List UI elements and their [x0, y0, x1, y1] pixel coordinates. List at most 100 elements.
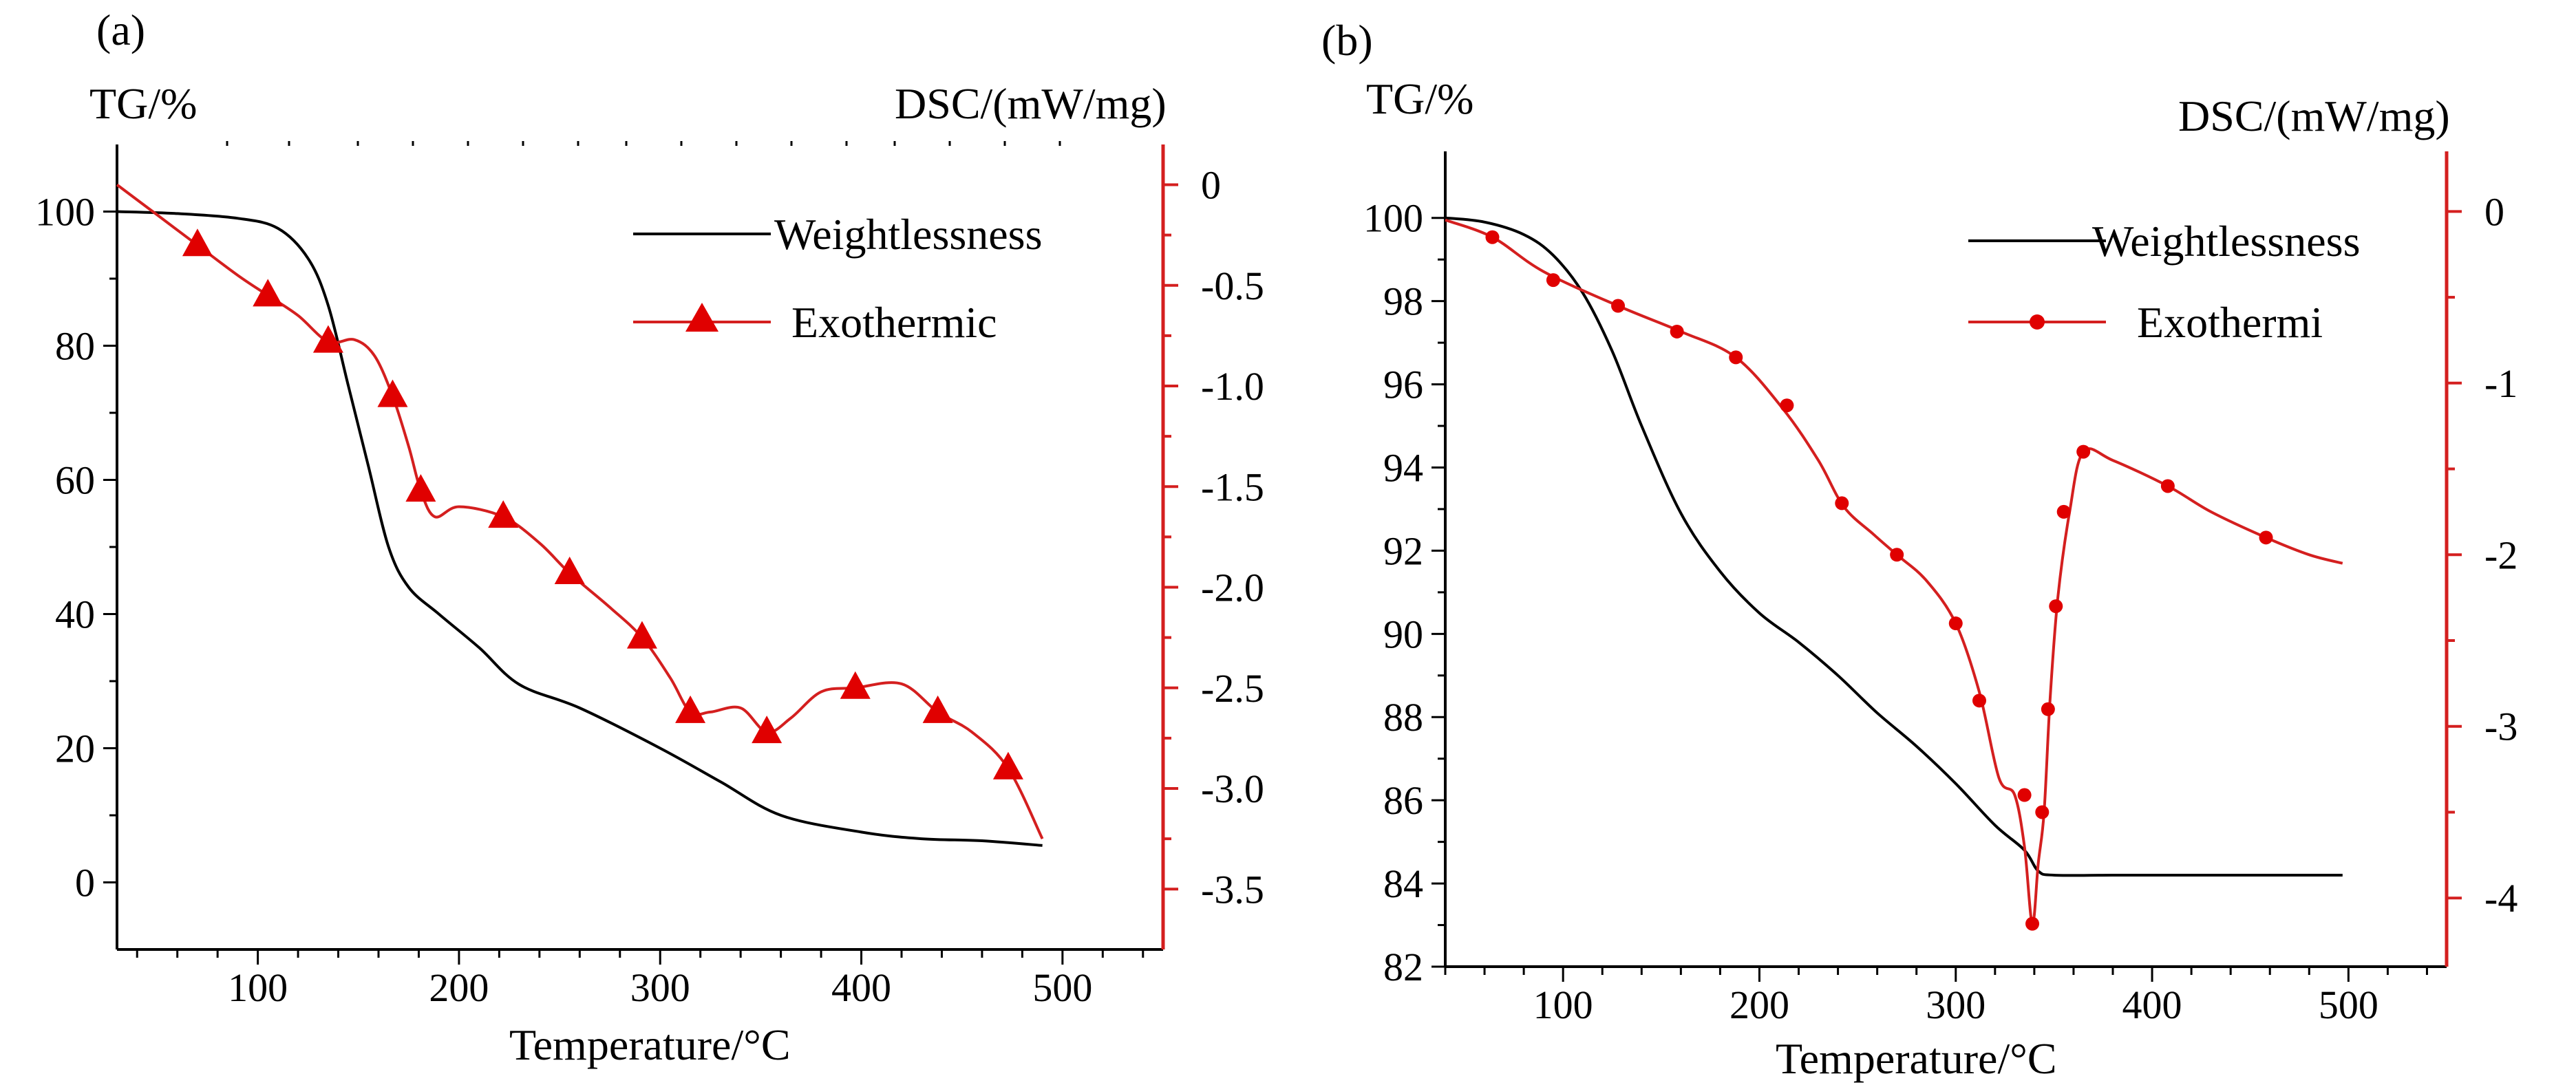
y-right-tick-label: -2.5	[1201, 666, 1264, 711]
data-point-marker	[2025, 916, 2040, 931]
panel-a-right-axis-title: DSC/(mW/mg)	[895, 79, 1167, 128]
panel-b-left-y-ticks: 82 84 86 88 90 92 94 96 98 100	[1363, 196, 1445, 989]
x-tick-label: 500	[2319, 982, 2378, 1027]
data-point-marker	[253, 279, 284, 307]
panel-a-legend: Weightlessness Exothermic	[633, 210, 1042, 347]
panel-a-legend-exothermic-label: Exothermic	[791, 298, 997, 347]
y-right-tick-label: 0	[2484, 189, 2504, 234]
data-point-marker	[2076, 444, 2091, 459]
panel-a: (a) TG/% DSC/(mW/mg) 100 200 300 400 500 020…	[35, 6, 1264, 1069]
data-point-marker	[1485, 230, 1500, 244]
panel-a-legend-weightlessness-label: Weightlessness	[774, 210, 1042, 259]
data-point-marker	[2041, 702, 2055, 716]
x-tick-label: 100	[1533, 982, 1593, 1027]
y-left-tick-label: 92	[1383, 528, 1423, 573]
data-point-marker	[1670, 324, 1684, 339]
y-right-tick-label: -4	[2484, 876, 2518, 921]
panel-b-legend-weightlessness-label: Weightlessness	[2092, 217, 2360, 266]
data-point-marker	[1948, 616, 1963, 631]
y-right-tick-label: -0.5	[1201, 264, 1264, 308]
panel-b-right-axis-title: DSC/(mW/mg)	[2178, 92, 2450, 140]
y-right-tick-label: -1.0	[1201, 364, 1264, 409]
x-tick-label: 200	[429, 965, 489, 1010]
panel-b-weightlessness-line	[1445, 216, 2343, 877]
y-left-tick-label: 98	[1383, 279, 1423, 324]
data-point-marker	[1546, 273, 1560, 288]
data-point-marker	[377, 379, 408, 407]
panel-b-legend-exothermi-label: Exothermi	[2137, 298, 2323, 347]
panel-b-legend: Weightlessness Exothermi	[1968, 217, 2360, 347]
data-point-marker	[626, 621, 657, 649]
data-point-marker	[1890, 548, 1904, 562]
data-point-marker	[1972, 694, 1986, 708]
data-point-marker	[1729, 350, 1743, 365]
panel-a-exothermic-markers	[182, 228, 1023, 780]
data-point-marker	[405, 474, 436, 502]
panel-a-x-ticks: 100 200 300 400 500	[136, 949, 1145, 1010]
panel-b-x-axis-title: Temperature/°C	[1776, 1034, 2057, 1083]
panel-a-top-ticks	[226, 141, 1061, 146]
data-point-marker	[2035, 805, 2050, 819]
x-tick-label: 100	[228, 965, 288, 1010]
data-point-marker	[922, 695, 953, 723]
x-tick-label: 500	[1032, 965, 1092, 1010]
y-left-tick-label: 100	[35, 190, 95, 235]
panel-b-exothermi-line	[1445, 218, 2343, 925]
y-left-tick-label: 86	[1383, 778, 1423, 823]
y-left-tick-label: 40	[55, 592, 95, 637]
y-left-tick-label: 0	[75, 861, 95, 905]
x-tick-label: 400	[831, 965, 891, 1010]
panel-a-right-y-ticks: 0 -0.5 -1.0 -1.5 -2.0 -2.5 -3.0 -3.5	[1163, 163, 1264, 912]
panel-a-left-y-ticks: 0 20 40 60 80 100	[35, 190, 117, 905]
y-left-tick-label: 100	[1363, 196, 1423, 241]
y-left-tick-label: 84	[1383, 861, 1423, 906]
panel-b-x-ticks: 100 200 300 400 500	[1444, 967, 2428, 1027]
y-right-tick-label: -2	[2484, 533, 2518, 577]
y-right-tick-label: -1.5	[1201, 464, 1264, 509]
y-left-tick-label: 88	[1383, 695, 1423, 740]
y-left-tick-label: 82	[1383, 945, 1423, 989]
data-point-marker	[2259, 530, 2273, 545]
y-right-tick-label: -1	[2484, 361, 2518, 406]
panel-b-label: (b)	[1321, 16, 1373, 65]
data-point-marker	[752, 716, 783, 744]
circle-marker-icon	[2030, 314, 2045, 330]
data-point-marker	[554, 557, 585, 585]
y-left-tick-label: 94	[1383, 445, 1423, 490]
x-tick-label: 300	[1926, 982, 1986, 1027]
data-point-marker	[675, 695, 706, 723]
panel-a-weightlessness-line	[116, 210, 1043, 847]
y-left-tick-label: 20	[55, 727, 95, 771]
data-point-marker	[992, 751, 1023, 780]
panel-b-exothermi-markers	[1485, 230, 2273, 931]
data-point-marker	[1780, 398, 1794, 413]
y-left-tick-label: 90	[1383, 612, 1423, 656]
panel-b-left-axis-title: TG/%	[1366, 74, 1473, 123]
y-left-tick-label: 80	[55, 324, 95, 369]
panel-b: (b) TG/% DSC/(mW/mg) 100 200 300 400 500 828…	[1321, 16, 2518, 1083]
y-right-tick-label: -3.5	[1201, 867, 1264, 912]
data-point-marker	[312, 325, 343, 353]
panel-a-x-axis-title: Temperature/°C	[509, 1020, 791, 1069]
data-point-marker	[2160, 479, 2175, 493]
data-point-marker	[2049, 599, 2063, 614]
panel-b-right-y-ticks: 0 -1 -2 -3 -4	[2447, 189, 2518, 921]
y-right-tick-label: -2.0	[1201, 566, 1264, 610]
y-left-tick-label: 60	[55, 458, 95, 503]
data-point-marker	[488, 500, 519, 528]
data-point-marker	[1611, 299, 1626, 313]
y-right-tick-label: 0	[1201, 163, 1221, 208]
data-point-marker	[2056, 504, 2071, 519]
y-right-tick-label: -3	[2484, 705, 2518, 749]
x-tick-label: 400	[2122, 982, 2182, 1027]
y-right-tick-label: -3.0	[1201, 766, 1264, 811]
data-point-marker	[2017, 788, 2032, 802]
x-tick-label: 300	[630, 965, 690, 1010]
data-point-marker	[1835, 496, 1849, 511]
data-point-marker	[840, 671, 871, 699]
panel-a-left-axis-title: TG/%	[89, 79, 197, 128]
x-tick-label: 200	[1729, 982, 1789, 1027]
y-left-tick-label: 96	[1383, 363, 1423, 407]
panel-a-exothermic-line	[116, 183, 1044, 839]
